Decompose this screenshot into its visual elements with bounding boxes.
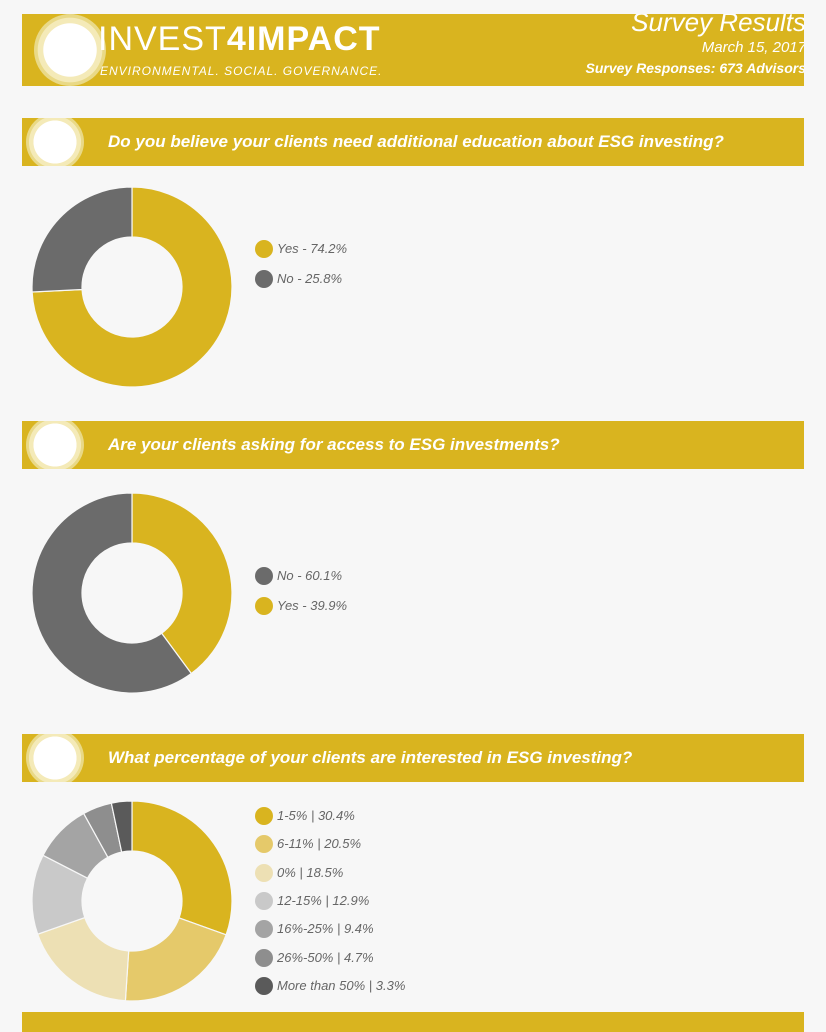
header-banner: INVEST4IMPACT ENVIRONMENTAL. SOCIAL. GOV… xyxy=(22,14,804,86)
donut-chart-2 xyxy=(31,492,233,694)
legend-label: Yes - 74.2% xyxy=(277,241,348,256)
legend-label: 26%-50% | 4.7% xyxy=(277,949,374,965)
donut-3-slice-1-5 xyxy=(131,800,233,936)
question-2-title: Are your clients asking for access to ES… xyxy=(108,435,560,454)
donut-3-slice-0 xyxy=(36,916,130,1002)
legend-label: More than 50% | 3.3% xyxy=(277,977,406,993)
legend-label: No - 60.1% xyxy=(277,568,343,583)
question-banner-3: What percentage of your clients are inte… xyxy=(22,734,804,782)
legend-swatch xyxy=(255,863,273,882)
sun-icon xyxy=(26,734,84,782)
donut-1-slice-no xyxy=(31,186,133,293)
legend-swatch xyxy=(255,920,273,939)
donut-chart-1 xyxy=(31,186,233,388)
legend-label: 6-11% | 20.5% xyxy=(277,836,362,852)
survey-responses: Survey Responses: 673 Advisors xyxy=(585,60,804,76)
legend-label: 12-15% | 12.9% xyxy=(277,892,370,908)
legend-label: Yes - 39.9% xyxy=(277,598,348,613)
legend-swatch xyxy=(255,948,273,967)
legend-swatch xyxy=(255,240,273,258)
legend-swatch xyxy=(255,976,273,995)
legend-swatch xyxy=(255,835,273,854)
donut-3-slice-6-11 xyxy=(124,917,227,1002)
legend-label: No - 25.8% xyxy=(277,271,343,286)
brand-logo: INVEST4IMPACT xyxy=(98,20,381,58)
next-section-banner xyxy=(22,1012,804,1032)
sun-icon xyxy=(26,421,84,469)
legend-swatch xyxy=(255,891,273,910)
question-3-title: What percentage of your clients are inte… xyxy=(108,748,633,767)
donut-3-slice-more-than-50 xyxy=(110,800,133,853)
sun-icon xyxy=(26,118,84,166)
brand-tagline: ENVIRONMENTAL. SOCIAL. GOVERNANCE. xyxy=(100,64,383,78)
question-1-title: Do you believe your clients need additio… xyxy=(108,132,724,151)
donut-1-slice-yes xyxy=(31,186,233,388)
legend-swatch xyxy=(255,270,273,288)
question-banner-1: Do you believe your clients need additio… xyxy=(22,118,804,166)
report-date: March 15, 2017 xyxy=(701,39,804,56)
legend-swatch xyxy=(255,597,273,615)
sun-logo-icon xyxy=(34,14,106,86)
legend-label: 0% | 18.5% xyxy=(277,864,344,880)
legend-swatch xyxy=(255,567,273,585)
donut-chart-3 xyxy=(31,800,233,1002)
question-banner-2: Are your clients asking for access to ES… xyxy=(22,421,804,469)
legend-swatch xyxy=(255,807,273,825)
donut-2-slice-yes xyxy=(131,492,233,675)
report-title: Survey Results xyxy=(631,14,804,37)
donut-2-slice-no xyxy=(31,492,193,694)
legend-label: 16%-25% | 9.4% xyxy=(277,921,374,937)
legend-label: 1-5% | 30.4% xyxy=(277,808,355,823)
